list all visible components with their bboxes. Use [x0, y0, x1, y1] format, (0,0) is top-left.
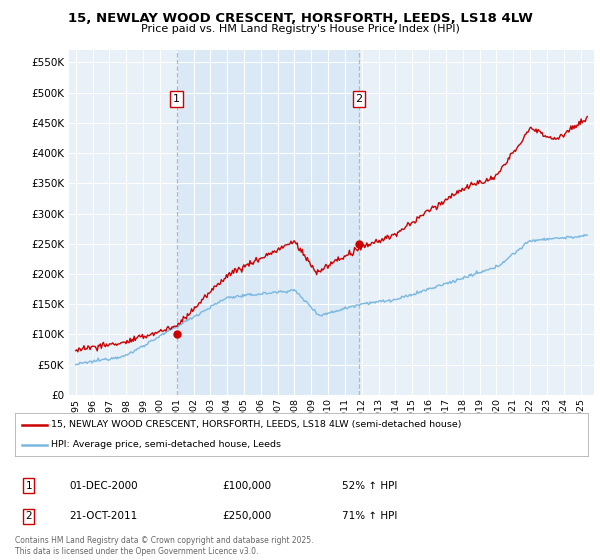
Text: £250,000: £250,000	[222, 511, 271, 521]
Text: HPI: Average price, semi-detached house, Leeds: HPI: Average price, semi-detached house,…	[51, 440, 281, 449]
Text: 15, NEWLAY WOOD CRESCENT, HORSFORTH, LEEDS, LS18 4LW: 15, NEWLAY WOOD CRESCENT, HORSFORTH, LEE…	[68, 12, 532, 25]
Text: 2: 2	[355, 94, 362, 104]
Text: 15, NEWLAY WOOD CRESCENT, HORSFORTH, LEEDS, LS18 4LW (semi-detached house): 15, NEWLAY WOOD CRESCENT, HORSFORTH, LEE…	[51, 420, 461, 429]
Text: 2: 2	[25, 511, 32, 521]
Text: 1: 1	[173, 94, 180, 104]
Text: 52% ↑ HPI: 52% ↑ HPI	[342, 480, 397, 491]
Text: Contains HM Land Registry data © Crown copyright and database right 2025.
This d: Contains HM Land Registry data © Crown c…	[15, 536, 314, 556]
Text: 1: 1	[25, 480, 32, 491]
Text: £100,000: £100,000	[222, 480, 271, 491]
Text: 21-OCT-2011: 21-OCT-2011	[69, 511, 137, 521]
Text: Price paid vs. HM Land Registry's House Price Index (HPI): Price paid vs. HM Land Registry's House …	[140, 24, 460, 34]
Bar	[176, 50, 359, 395]
Text: 71% ↑ HPI: 71% ↑ HPI	[342, 511, 397, 521]
Text: 01-DEC-2000: 01-DEC-2000	[69, 480, 137, 491]
